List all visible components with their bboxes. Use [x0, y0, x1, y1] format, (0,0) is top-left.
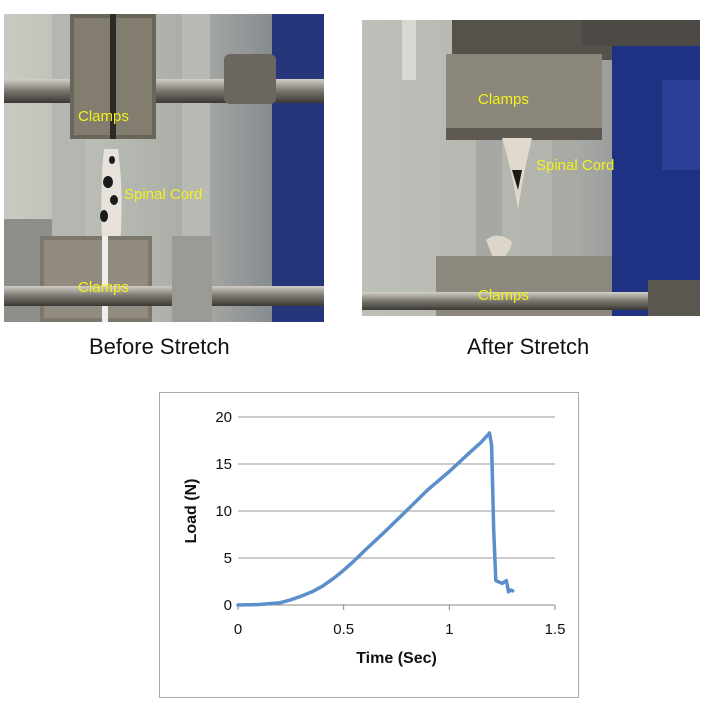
x-axis-label: Time (Sec) [356, 650, 437, 667]
before-clamps-top-label: Clamps [78, 108, 129, 125]
before-stretch-caption: Before Stretch [89, 334, 230, 359]
after-stretch-photo [362, 20, 700, 316]
grid-lines [238, 416, 555, 559]
y-tick-label: 20 [215, 409, 232, 426]
y-tick-label: 15 [215, 456, 232, 473]
after-spinal-cord-label: Spinal Cord [536, 157, 615, 174]
x-tick-label: 1.5 [545, 621, 566, 638]
x-tick-labels: 0 0.5 1 1.5 [234, 605, 566, 638]
y-tick-label: 5 [224, 550, 232, 567]
y-axis-label: Load (N) [183, 479, 200, 544]
y-tick-label: 0 [224, 597, 232, 614]
x-tick-label: 0 [234, 621, 242, 638]
series-line [236, 431, 515, 607]
x-tick-label: 0.5 [333, 621, 354, 638]
after-clamps-bottom-label: Clamps [478, 287, 529, 304]
before-stretch-photo [4, 14, 324, 322]
x-tick-label: 1 [445, 621, 453, 638]
after-stretch-caption: After Stretch [467, 334, 590, 359]
chart-svg: 0 5 10 15 20 0 0.5 1 1.5 Time (Sec) Load (N) [183, 409, 566, 667]
before-spinal-cord-label: Spinal Cord [124, 186, 203, 203]
before-clamps-bottom-label: Clamps [78, 279, 129, 296]
after-clamps-top-label: Clamps [478, 91, 529, 108]
load-time-chart: 0 5 10 15 20 0 0.5 1 1.5 Time (Sec) Load (N) [159, 392, 579, 698]
y-tick-label: 10 [215, 503, 232, 520]
y-tick-labels: 0 5 10 15 20 [215, 409, 232, 614]
